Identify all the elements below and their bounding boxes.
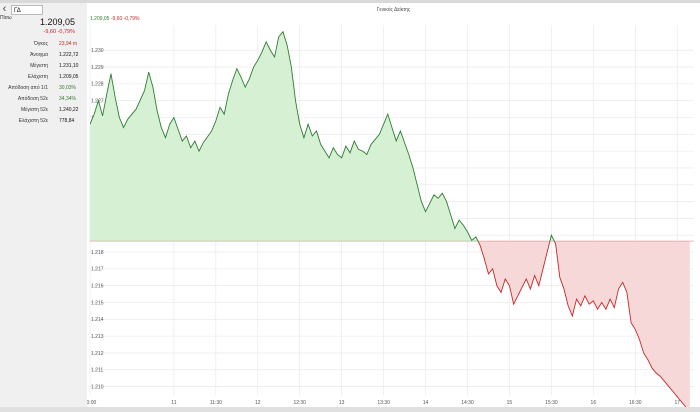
y-tick-label: 1.230	[91, 48, 104, 54]
price-line-down	[477, 241, 687, 408]
stat-row: Όγκος 23,94 m	[0, 41, 85, 50]
stat-value: 1.222,72	[59, 52, 79, 58]
stat-label: Μέγιστη	[30, 63, 48, 69]
area-below-baseline	[90, 241, 690, 408]
summary-panel: 1.209,05 -9,60 -0,79% Όγκος 23,94 m Άνοιγμ…	[0, 17, 85, 127]
y-tick-label: 1.227	[91, 98, 104, 104]
back-label: Πίσω	[0, 15, 12, 21]
stat-row: Άνοιγμα 1.222,72	[0, 52, 85, 61]
stat-row: Απόδοση από 1/1 30,03%	[0, 85, 85, 94]
stat-value: 34,34%	[59, 96, 76, 102]
x-tick-label: 13	[339, 400, 345, 406]
stat-row: Μέγιστη 52ε 1.240,22	[0, 107, 85, 116]
stat-value: 1.209,05	[59, 74, 79, 80]
y-tick-label: 1.218	[91, 250, 104, 256]
last-price: 1.209,05	[39, 17, 75, 27]
y-tick-label: 1.229	[91, 65, 104, 71]
x-tick-label: 12	[255, 400, 261, 406]
stat-label: Μέγιστη 52ε	[20, 107, 48, 113]
stat-row: Ελάχιστη 1.209,05	[0, 74, 85, 83]
stat-label: Άνοιγμα	[30, 52, 48, 58]
stat-label: Ελάχιστη 52ε	[18, 118, 48, 124]
intraday-chart[interactable]: Γενικός Δείκτης 1.209,05 -9,60 -0,79% 1.…	[87, 3, 700, 408]
stat-row: Απόδοση 52ε 34,34%	[0, 96, 85, 105]
stat-value: 30,03%	[59, 85, 76, 91]
chart-canvas: 1.2301.2291.2281.2271.2261.2251.2241.223…	[87, 25, 694, 408]
y-tick-label: 1.213	[91, 334, 104, 340]
x-tick-label: 13:30	[377, 400, 390, 406]
stat-label: Ελάχιστη	[27, 74, 48, 80]
y-tick-label: 1.211	[91, 368, 103, 374]
search-input[interactable]: ΓΔ	[11, 5, 43, 15]
chart-last-value: 1.209,05	[90, 16, 110, 22]
y-tick-label: 1.214	[91, 317, 104, 323]
chevron-left-icon: ‹	[2, 3, 7, 15]
price-change: -9,60 -0,79%	[43, 29, 76, 35]
stat-label: Όγκος	[33, 41, 48, 47]
y-tick-label: 1.216	[91, 283, 104, 289]
x-tick-label: 14:30	[461, 400, 474, 406]
stat-label: Απόδοση από 1/1	[8, 85, 48, 91]
x-tick-label: 16:30	[629, 400, 642, 406]
y-tick-label: 1.215	[91, 300, 104, 306]
stat-value: 23,94 m	[59, 41, 78, 47]
x-tick-label: 14	[423, 400, 429, 406]
stat-row: Μέγιστη 1.231,10	[0, 63, 85, 72]
x-tick-label: 12:30	[293, 400, 306, 406]
price-line-up	[90, 30, 555, 242]
area-above-baseline	[90, 31, 555, 242]
stat-value: 778,84	[59, 118, 75, 124]
stat-label: Απόδοση 52ε	[17, 96, 48, 102]
stat-value: 1.240,22	[59, 107, 79, 113]
top-tab-strip	[0, 0, 700, 3]
chart-last-info: 1.209,05 -9,60 -0,79%	[90, 16, 140, 22]
y-tick-label: 1.217	[91, 267, 104, 273]
x-tick-label: 11	[171, 400, 176, 406]
x-tick-label: 17	[674, 400, 680, 406]
x-tick-label: 10:00	[87, 400, 96, 406]
x-tick-label: 16	[591, 400, 597, 406]
x-tick-label: 11:30	[210, 400, 222, 406]
y-tick-label: 1.212	[91, 351, 104, 357]
stat-row: Ελάχιστη 52ε 778,84	[0, 118, 85, 127]
x-tick-label: 15	[507, 400, 513, 406]
back-button[interactable]: ‹ Πίσω	[0, 3, 12, 23]
x-tick-label: 15:30	[545, 400, 558, 406]
bottom-tab-strip	[0, 407, 700, 412]
chart-title: Γενικός Δείκτης	[376, 7, 411, 13]
stat-value: 1.231,10	[59, 63, 79, 69]
y-tick-label: 1.228	[91, 82, 104, 88]
y-tick-label: 1.210	[91, 384, 104, 390]
chart-last-change: -9,60 -0,79%	[110, 16, 140, 22]
